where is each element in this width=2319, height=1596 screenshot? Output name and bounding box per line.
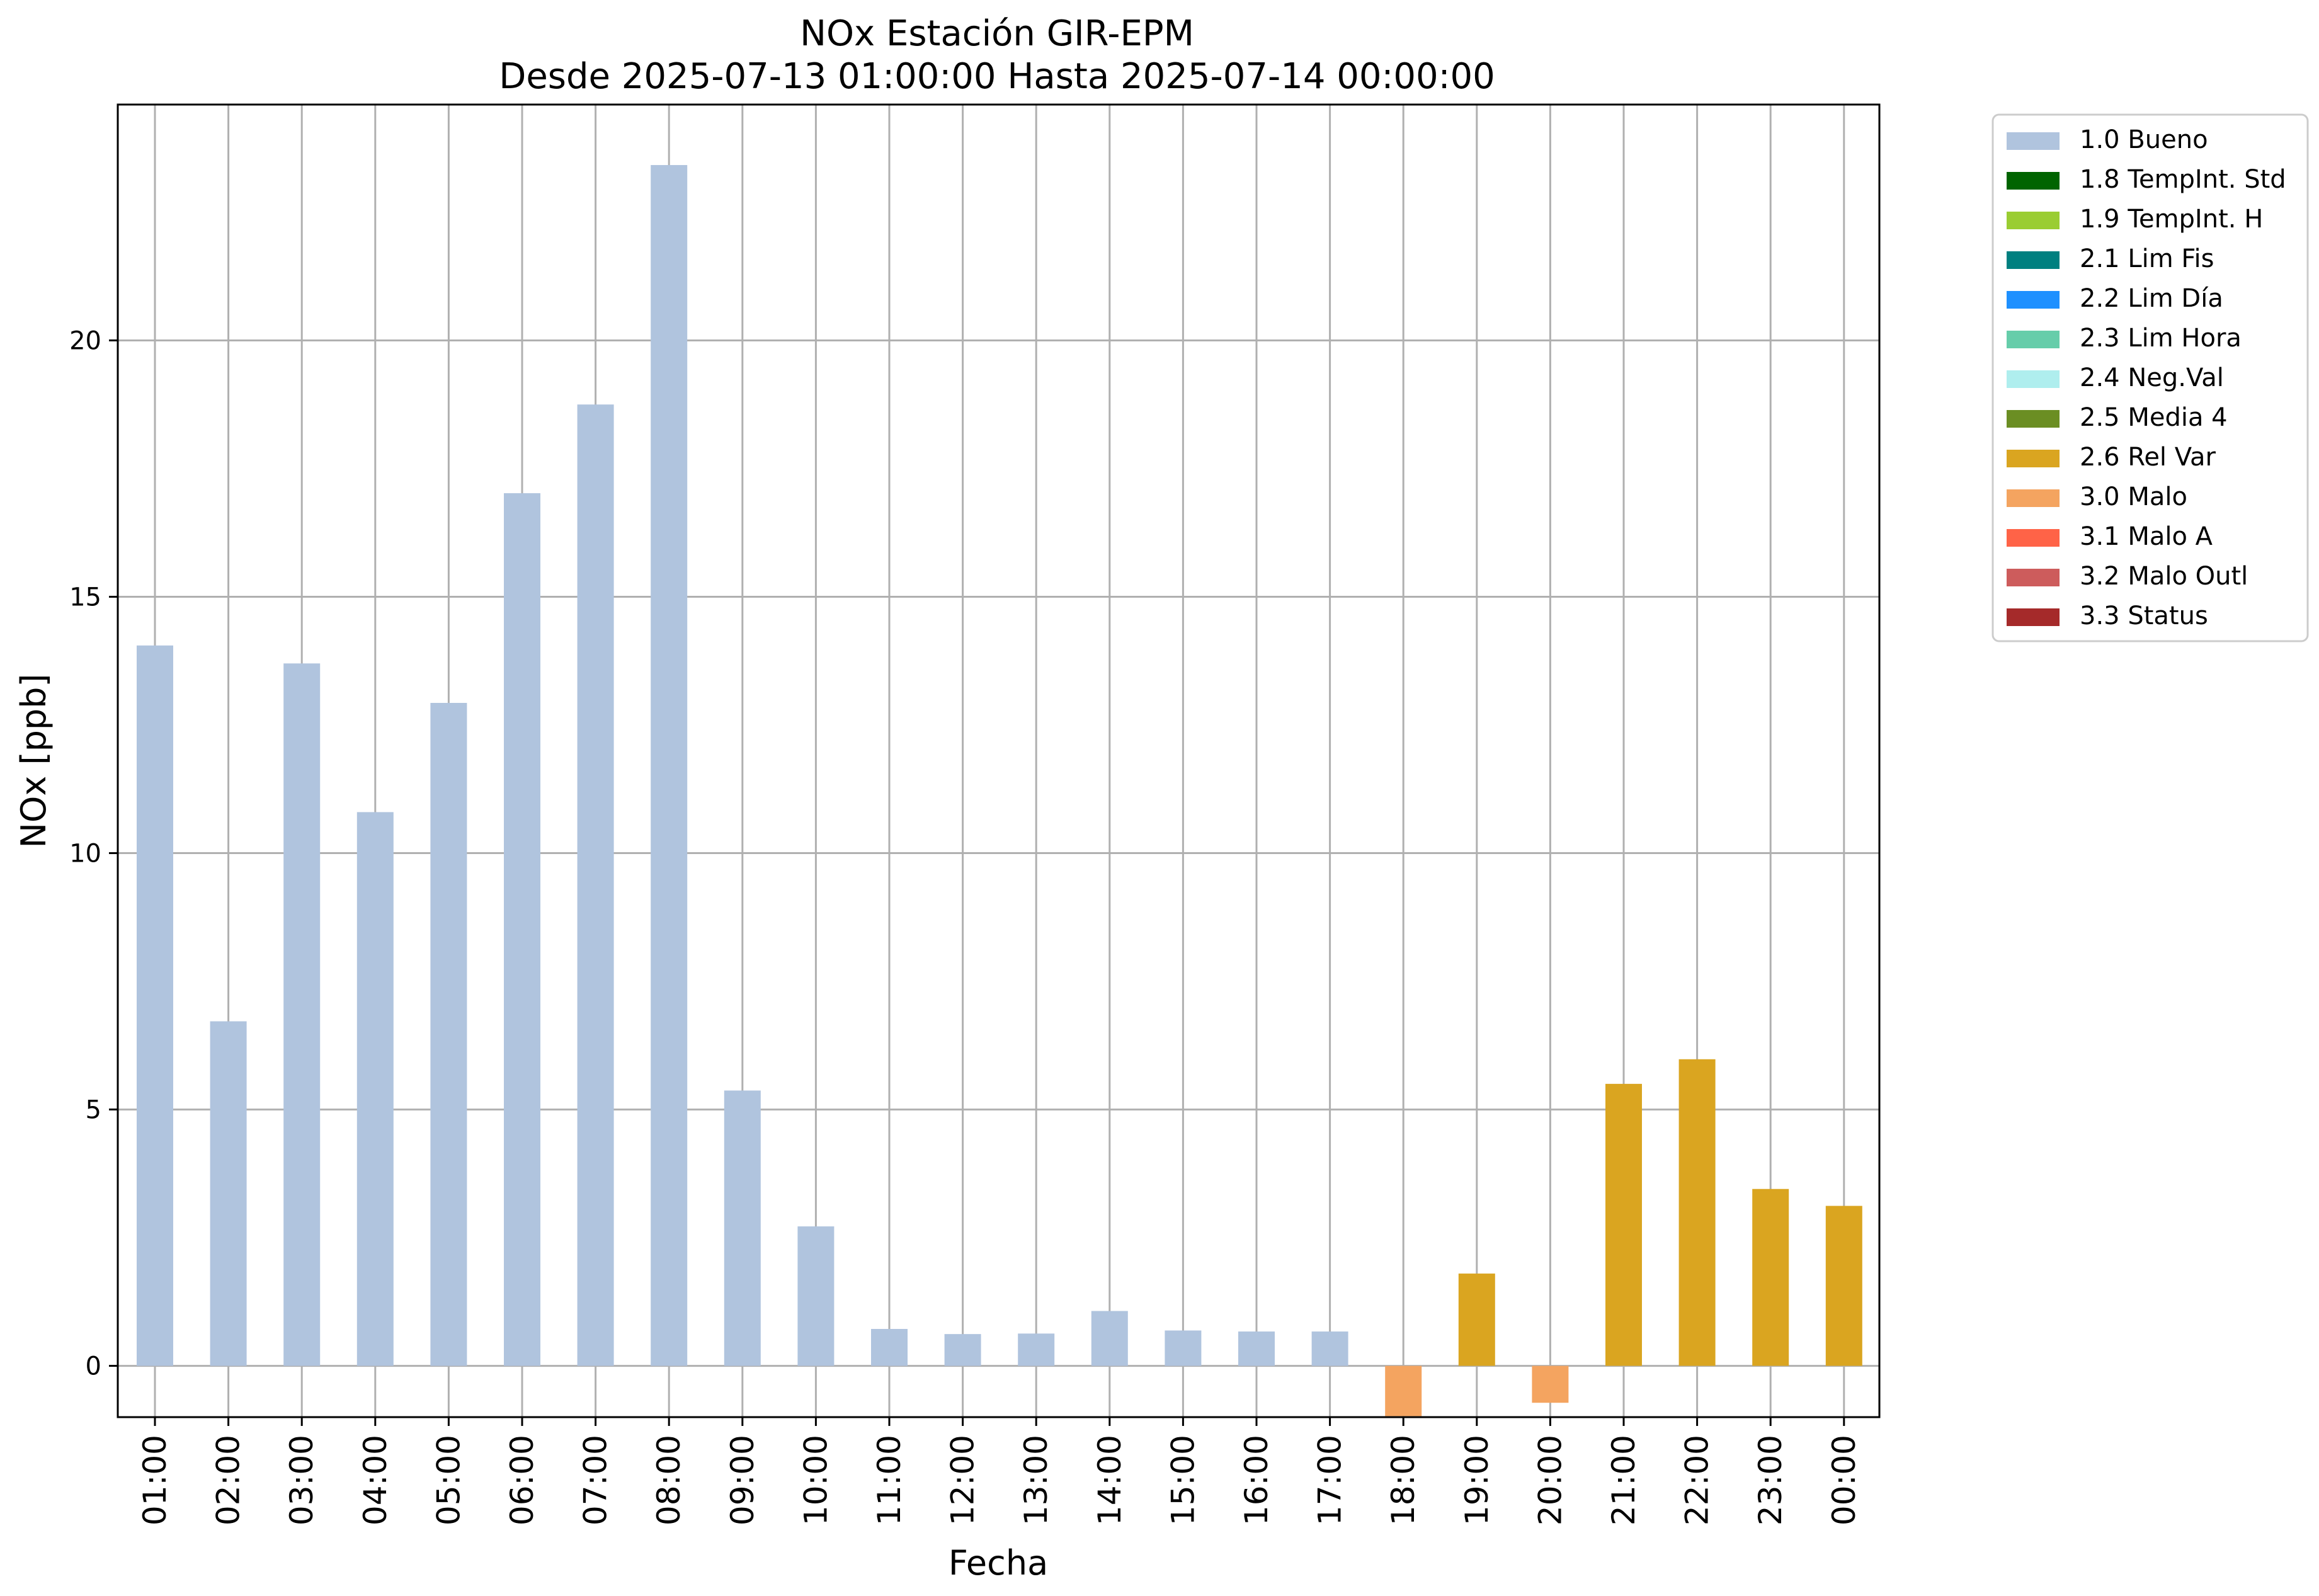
bar-0800 [651, 165, 688, 1366]
x-axis-label: Fecha [949, 1543, 1048, 1583]
bar-0100 [137, 645, 173, 1366]
bar-2300 [1752, 1188, 1789, 1366]
legend-swatch-6 [2007, 370, 2060, 388]
chart-subtitle: Desde 2025-07-13 01:00:00 Hasta 2025-07-… [499, 56, 1495, 97]
y-axis: 0 5 10 15 20 [69, 326, 118, 1381]
x-tick-label-0000: 00:00 [1826, 1435, 1862, 1525]
legend-swatch-7 [2007, 410, 2060, 428]
bar-1400 [1091, 1311, 1128, 1366]
x-tick-label-1200: 12:00 [945, 1435, 981, 1525]
bar-1300 [1018, 1333, 1055, 1366]
y-tick-label-4: 20 [69, 326, 101, 355]
legend-label-9: 3.0 Malo [2080, 482, 2187, 511]
legend: 1.0 Bueno 1.8 TempInt. Std 1.9 TempInt. H 2… [1991, 113, 2309, 642]
x-tick-label-0900: 09:00 [724, 1435, 761, 1525]
legend-swatch-2 [2007, 212, 2060, 229]
legend-label-10: 3.1 Malo A [2080, 522, 2213, 551]
legend-label-0: 1.0 Bueno [2080, 125, 2208, 154]
legend-label-4: 2.2 Lim Día [2080, 284, 2223, 313]
legend-swatch-12 [2007, 608, 2060, 626]
plot-frame [117, 103, 1881, 1418]
bar-0700 [577, 404, 614, 1366]
bar-1000 [797, 1226, 835, 1366]
bar-1100 [871, 1328, 908, 1366]
x-tick-label-0600: 06:00 [504, 1435, 540, 1525]
legend-label-1: 1.8 TempInt. Std [2080, 165, 2286, 194]
legend-swatch-9 [2007, 489, 2060, 507]
legend-swatch-4 [2007, 291, 2060, 309]
x-tick-label-0100: 01:00 [137, 1435, 173, 1525]
x-tick-label-1600: 16:00 [1238, 1435, 1275, 1525]
bar-0000 [1825, 1206, 1862, 1366]
legend-label-6: 2.4 Neg.Val [2080, 363, 2224, 392]
x-tick-label-1700: 17:00 [1312, 1435, 1348, 1525]
x-tick-label-0200: 02:00 [210, 1435, 247, 1525]
bar-0600 [504, 493, 540, 1366]
legend-swatch-0 [2007, 132, 2060, 150]
legend-label-8: 2.6 Rel Var [2080, 443, 2216, 472]
x-tick-label-2200: 22:00 [1679, 1435, 1716, 1525]
bar-1600 [1238, 1331, 1275, 1366]
x-tick-label-0800: 08:00 [651, 1435, 687, 1525]
y-tick-label-0: 0 [86, 1352, 101, 1381]
x-tick-label-1400: 14:00 [1091, 1435, 1128, 1525]
x-tick-label-1000: 10:00 [797, 1435, 834, 1525]
legend-swatch-11 [2007, 569, 2060, 586]
legend-label-11: 3.2 Malo Outl [2080, 562, 2248, 591]
bars-group [137, 165, 1862, 1416]
legend-swatch-5 [2007, 331, 2060, 348]
y-tick-label-2: 10 [69, 840, 101, 869]
x-tick-label-2100: 21:00 [1605, 1435, 1642, 1525]
legend-label-7: 2.5 Media 4 [2080, 403, 2228, 432]
x-tick-label-1300: 13:00 [1018, 1435, 1054, 1525]
legend-swatch-8 [2007, 450, 2060, 467]
x-tick-label-1900: 19:00 [1459, 1435, 1495, 1525]
bar-1900 [1458, 1274, 1495, 1366]
bar-1200 [944, 1334, 981, 1366]
x-tick-label-1100: 11:00 [871, 1435, 908, 1525]
bar-0900 [724, 1090, 761, 1366]
y-tick-label-1: 5 [86, 1096, 101, 1125]
bar-0300 [283, 663, 321, 1366]
legend-label-5: 2.3 Lim Hora [2080, 324, 2242, 353]
bar-1700 [1311, 1331, 1348, 1366]
bar-1800 [1385, 1365, 1422, 1416]
bar-0500 [430, 703, 467, 1366]
bar-0200 [210, 1021, 247, 1366]
legend-swatch-1 [2007, 172, 2060, 190]
x-axis: 01:00 02:00 03:00 04:00 05:00 06:00 07:00 08:00… [137, 1417, 1862, 1525]
legend-label-2: 1.9 TempInt. H [2080, 205, 2263, 234]
x-tick-label-2300: 23:00 [1752, 1435, 1789, 1525]
bar-0400 [356, 812, 394, 1366]
legend-label-3: 2.1 Lim Fis [2080, 244, 2214, 273]
x-tick-label-1500: 15:00 [1165, 1435, 1201, 1525]
bar-2200 [1678, 1059, 1716, 1366]
x-tick-label-2000: 20:00 [1532, 1435, 1568, 1525]
bar-2100 [1605, 1083, 1642, 1366]
x-tick-label-0500: 05:00 [430, 1435, 467, 1525]
legend-swatch-3 [2007, 251, 2060, 269]
x-tick-label-1800: 18:00 [1385, 1435, 1422, 1525]
legend-frame [1991, 113, 2309, 642]
legend-label-12: 3.3 Status [2080, 601, 2208, 630]
bar-1500 [1165, 1330, 1202, 1366]
x-tick-label-0300: 03:00 [283, 1435, 320, 1525]
x-tick-label-0400: 04:00 [357, 1435, 394, 1525]
bar-2000 [1532, 1365, 1569, 1403]
chart-title: NOx Estación GIR-EPM [800, 13, 1194, 54]
y-tick-label-3: 15 [69, 583, 101, 612]
x-tick-label-0700: 07:00 [578, 1435, 614, 1525]
y-axis-label: NOx [ppb] [14, 674, 54, 848]
legend-swatch-10 [2007, 529, 2060, 547]
